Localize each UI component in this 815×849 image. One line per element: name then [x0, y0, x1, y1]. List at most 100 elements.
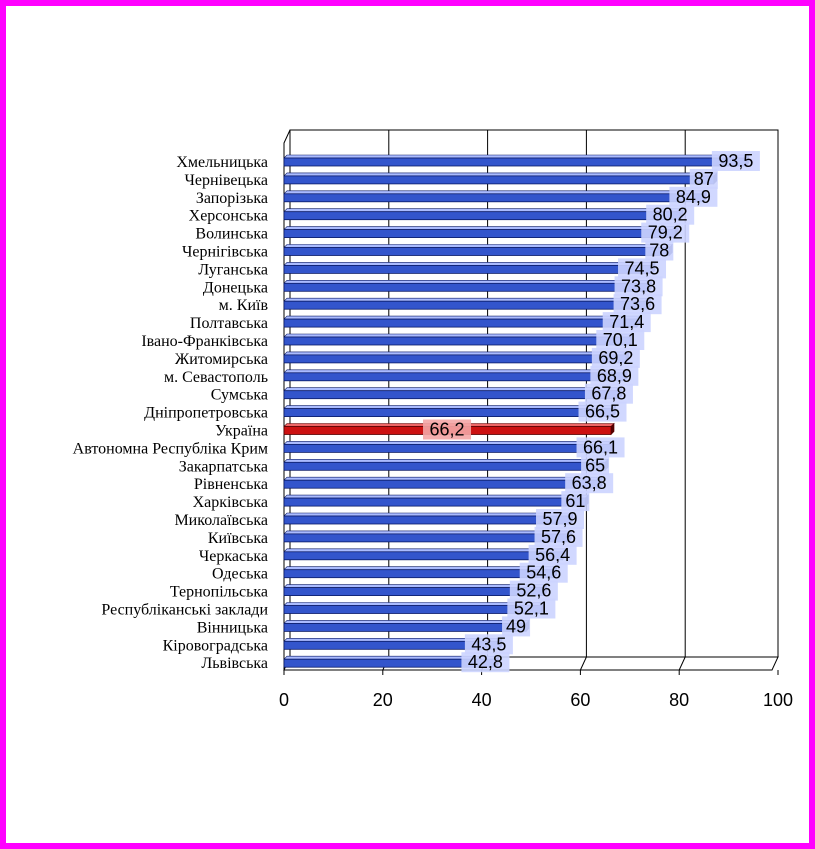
category-label: Чернівецька	[184, 172, 268, 189]
category-label: Полтавська	[190, 315, 268, 332]
data-label: 73,6	[613, 294, 662, 315]
bar	[283, 261, 656, 275]
data-labels: 93,58784,980,279,27874,573,873,671,470,1…	[423, 151, 760, 673]
svg-text:80,2: 80,2	[653, 205, 688, 225]
category-label: Херсонська	[189, 208, 268, 225]
data-label: 56,4	[528, 544, 577, 565]
svg-text:93,5: 93,5	[718, 151, 753, 171]
data-label: 67,8	[584, 383, 633, 404]
data-label: 52,6	[509, 580, 558, 601]
category-label: Харківська	[193, 494, 268, 511]
svg-text:42,8: 42,8	[468, 652, 503, 672]
svg-text:67,8: 67,8	[591, 384, 626, 404]
svg-text:70,1: 70,1	[603, 330, 638, 350]
value-axis: 0 20 40 60 80 100	[279, 670, 793, 710]
tick-label: 100	[763, 690, 793, 710]
data-label: 63,8	[565, 473, 614, 494]
svg-text:63,8: 63,8	[572, 473, 607, 493]
svg-text:61: 61	[565, 491, 585, 511]
data-label: 70,1	[596, 330, 645, 350]
data-label: 79,2	[641, 222, 690, 243]
bar	[283, 512, 574, 525]
bar	[283, 404, 617, 418]
category-label: Рівненська	[194, 476, 268, 493]
category-label: м. Севастополь	[164, 369, 268, 386]
data-label: 80,2	[646, 204, 695, 225]
svg-text:65: 65	[585, 455, 605, 475]
svg-text:79,2: 79,2	[648, 223, 683, 243]
bar	[283, 458, 609, 472]
category-label: Одеська	[212, 566, 268, 583]
svg-text:52,1: 52,1	[514, 599, 549, 619]
svg-text:84,9: 84,9	[676, 187, 711, 207]
tick-label: 60	[570, 690, 590, 710]
category-label: Миколаївська	[174, 512, 268, 529]
category-label: Львівська	[201, 655, 268, 672]
bar	[283, 243, 674, 257]
svg-text:49: 49	[506, 616, 526, 636]
bar	[283, 548, 567, 561]
category-label: Автономна Республіка Крим	[73, 440, 268, 457]
bar	[283, 565, 558, 579]
bar	[283, 351, 630, 364]
svg-text:66,1: 66,1	[583, 437, 618, 457]
data-label: 66,1	[576, 437, 625, 458]
category-label: Україна	[215, 423, 268, 440]
bar	[283, 601, 546, 615]
category-label: Хмельницька	[176, 154, 268, 171]
bar	[283, 172, 718, 185]
data-label: 54,6	[519, 562, 568, 583]
category-label: Вінницька	[197, 619, 268, 636]
data-label: 84,9	[669, 186, 718, 207]
data-label: 73,8	[614, 276, 663, 297]
category-label: м. Київ	[219, 297, 269, 314]
svg-text:78: 78	[649, 241, 669, 261]
data-label: 74,5	[618, 258, 667, 279]
bar	[283, 154, 750, 167]
category-label: Черкаська	[199, 548, 268, 565]
data-label: 52,1	[507, 598, 556, 619]
bar	[283, 369, 629, 382]
svg-text:73,6: 73,6	[620, 294, 655, 314]
svg-text:66,5: 66,5	[585, 402, 620, 422]
bar	[283, 530, 573, 543]
svg-text:54,6: 54,6	[526, 563, 561, 583]
tick-label: 80	[669, 690, 689, 710]
svg-text:73,8: 73,8	[621, 276, 656, 296]
category-label: Івано-Франківська	[141, 333, 268, 350]
bar	[283, 279, 653, 293]
bar	[283, 333, 635, 346]
data-label: 71,4	[602, 312, 651, 333]
category-label: Луганська	[198, 261, 268, 278]
category-label: Сумська	[211, 387, 268, 404]
data-label: 42,8	[461, 652, 510, 673]
data-label: 87	[689, 168, 718, 189]
data-label: 57,6	[534, 526, 583, 547]
category-label: Кіровоградська	[163, 637, 268, 654]
svg-text:69,2: 69,2	[598, 348, 633, 368]
data-label: 61	[561, 491, 590, 512]
bar	[283, 386, 623, 400]
category-label: Волинська	[195, 226, 268, 243]
category-label: Житомирська	[175, 351, 268, 368]
data-label: 49	[502, 616, 531, 637]
data-label: 78	[645, 240, 674, 261]
category-label: Тернопільська	[170, 584, 268, 601]
data-label: 69,2	[591, 347, 640, 368]
svg-text:52,6: 52,6	[516, 581, 551, 601]
bar	[283, 494, 590, 507]
bar	[283, 190, 708, 203]
tick-label: 0	[279, 690, 289, 710]
gridline-floor	[579, 656, 587, 671]
bar	[283, 225, 679, 239]
bar	[283, 297, 652, 310]
bar	[283, 619, 530, 633]
svg-text:66,2: 66,2	[430, 420, 465, 440]
svg-text:71,4: 71,4	[609, 312, 644, 332]
svg-text:87: 87	[694, 169, 714, 189]
data-label: 65	[581, 455, 610, 476]
tick-label: 20	[373, 690, 393, 710]
category-label: Дніпропетровська	[144, 405, 268, 422]
bar	[283, 440, 615, 454]
